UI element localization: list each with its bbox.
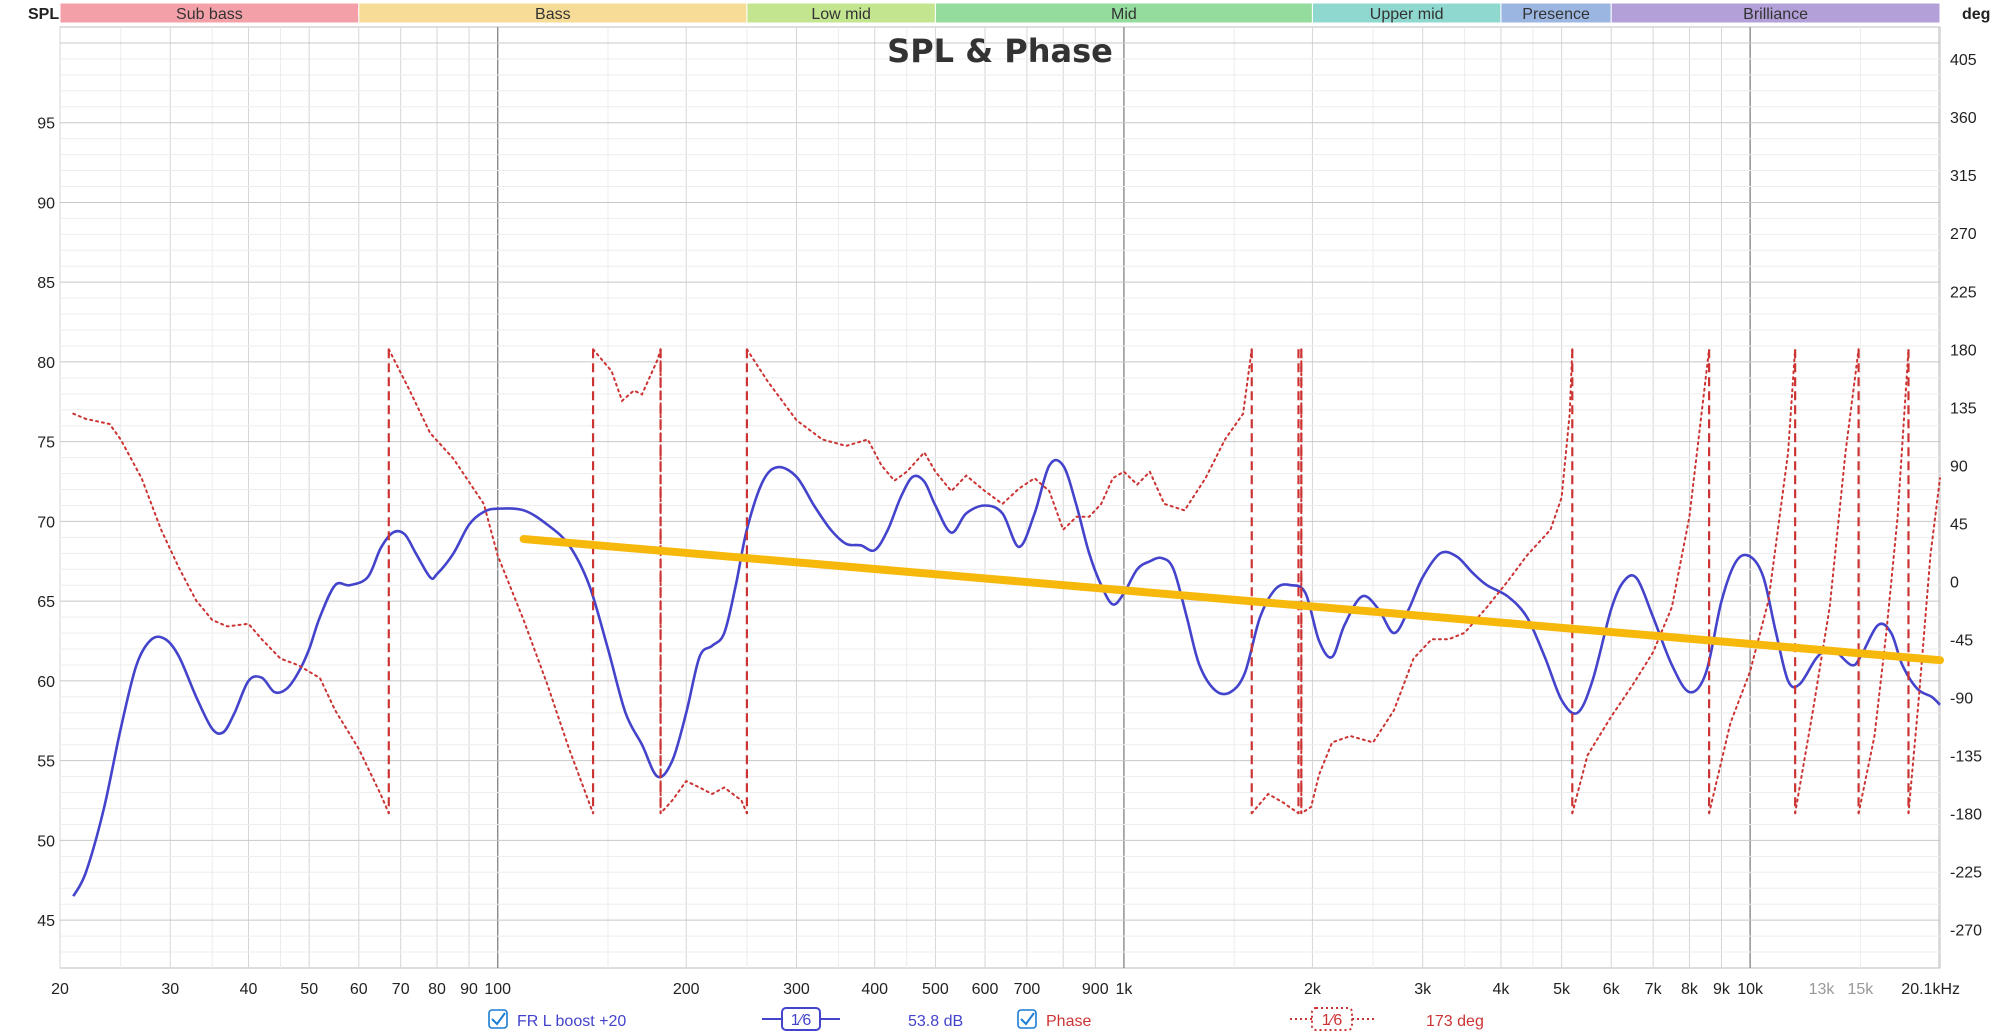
series-phase-line [1300, 348, 1574, 816]
x-tick-label: 20.1kHz [1901, 981, 1960, 998]
x-tick-label: 9k [1713, 981, 1731, 998]
phase-checkbox[interactable] [1017, 1009, 1037, 1029]
fr-smoothing-label: 1⁄6 [791, 1012, 812, 1029]
series-phase-line [592, 348, 662, 403]
x-tick-label: 5k [1553, 981, 1571, 998]
series-phase-line [1907, 477, 1941, 815]
series-phase-line [1571, 348, 1711, 815]
phase-value-readout: 173 deg [1426, 1013, 1484, 1030]
series-phase-line [1708, 348, 1797, 815]
series-phase-line [659, 348, 748, 816]
y-right-tick-label: 360 [1950, 110, 1977, 127]
plot-area [59, 26, 1941, 969]
series-fr-l-boost-20-line [72, 458, 1941, 897]
x-tick-label: 900 [1082, 981, 1109, 998]
y-left-tick-label: 55 [37, 754, 55, 771]
x-tick-label: 50 [300, 981, 318, 998]
legend: FR L boost +20 1⁄6 53.8 dB Phase 1⁄6 173… [488, 1007, 1484, 1031]
x-tick-label: 3k [1414, 981, 1432, 998]
y-right-tick-label: -45 [1950, 632, 1973, 649]
x-tick-label: 300 [783, 981, 810, 998]
x-tick-label: 15k [1848, 981, 1875, 998]
y-left-tick-label: 80 [37, 355, 55, 372]
y-left-tick-label: 70 [37, 514, 55, 531]
phase-smoothing-button[interactable]: 1⁄6 [1290, 1007, 1374, 1031]
fr-value-readout: 53.8 dB [908, 1013, 963, 1030]
band-label: Upper mid [1370, 6, 1444, 23]
y-left-tick-label: 45 [37, 913, 55, 930]
overlay-trend-line [519, 534, 1944, 665]
phase-legend-label: Phase [1046, 1013, 1091, 1030]
y-right-tick-label: 405 [1950, 52, 1977, 69]
x-tick-label: 60 [350, 981, 368, 998]
phase-smoothing-label: 1⁄6 [1322, 1012, 1343, 1029]
band-label: Bass [535, 6, 571, 23]
band-label: Sub bass [176, 6, 243, 23]
band-label: Mid [1111, 6, 1137, 23]
series-phase-line [1250, 792, 1300, 815]
series-phase-line [72, 412, 390, 815]
series-phase-line [1794, 348, 1860, 815]
y-left-tick-label: 90 [37, 195, 55, 212]
x-tick-label: 80 [428, 981, 446, 998]
y-right-tick-label: 45 [1950, 516, 1968, 533]
fr-legend-label: FR L boost +20 [517, 1013, 626, 1030]
band-label: Brilliance [1743, 6, 1808, 23]
x-tick-label: 1k [1115, 981, 1133, 998]
x-tick-label: 8k [1681, 981, 1699, 998]
series-phase-line [745, 348, 1253, 532]
axes: 20 30 40 50 60 70 80 90 100 200 300 400 500 600 700 900… [37, 52, 1982, 998]
band-label: Low mid [811, 6, 871, 23]
y-left-tick-label: 75 [37, 435, 55, 452]
x-tick-label: 400 [861, 981, 888, 998]
band-label: Presence [1522, 6, 1590, 23]
x-tick-label: 70 [392, 981, 410, 998]
y-right-tick-label: 315 [1950, 168, 1977, 185]
x-tick-label: 500 [922, 981, 949, 998]
y-left-tick-label: 95 [37, 116, 55, 133]
y-right-tick-label: -135 [1950, 748, 1982, 765]
x-tick-label: 2k [1304, 981, 1322, 998]
x-tick-label: 6k [1603, 981, 1621, 998]
x-tick-label: 30 [161, 981, 179, 998]
x-tick-label: 100 [484, 981, 511, 998]
fr-smoothing-button[interactable]: 1⁄6 [762, 1007, 840, 1031]
x-tick-label: 200 [673, 981, 700, 998]
series-phase-line [387, 348, 595, 815]
x-tick-label: 7k [1645, 981, 1663, 998]
y-right-axis-label: deg [1962, 6, 1990, 23]
y-right-tick-label: 135 [1950, 400, 1977, 417]
x-tick-label: 10k [1737, 981, 1764, 998]
y-right-tick-label: 180 [1950, 342, 1977, 359]
y-right-tick-label: 0 [1950, 574, 1959, 591]
y-left-tick-label: 65 [37, 594, 55, 611]
band-brilliance [1610, 2, 1941, 24]
y-left-tick-label: 50 [37, 833, 55, 850]
y-left-axis-label: SPL [28, 6, 59, 23]
x-tick-label: 4k [1492, 981, 1510, 998]
x-tick-label: 700 [1014, 981, 1041, 998]
x-tick-label: 600 [972, 981, 999, 998]
series-layer [72, 348, 1944, 897]
series-phase-line [1857, 348, 1910, 815]
y-right-tick-label: -90 [1950, 690, 1973, 707]
y-right-tick-label: -180 [1950, 806, 1982, 823]
grid [59, 26, 1941, 969]
chart-title: SPL & Phase [887, 32, 1113, 70]
frequency-bands: Sub bass Bass Low mid Mid Upper mid Presence B… [59, 2, 1941, 24]
y-left-tick-label: 60 [37, 674, 55, 691]
y-right-tick-label: 225 [1950, 284, 1977, 301]
x-tick-label: 13k [1809, 981, 1836, 998]
x-tick-label: 20 [51, 981, 69, 998]
x-tick-label: 90 [460, 981, 478, 998]
y-left-tick-label: 85 [37, 275, 55, 292]
fr-checkbox[interactable] [488, 1009, 508, 1029]
y-right-tick-label: 270 [1950, 226, 1977, 243]
y-right-tick-label: -225 [1950, 864, 1982, 881]
x-tick-label: 40 [240, 981, 258, 998]
y-right-tick-label: -270 [1950, 922, 1982, 939]
y-right-tick-label: 90 [1950, 458, 1968, 475]
